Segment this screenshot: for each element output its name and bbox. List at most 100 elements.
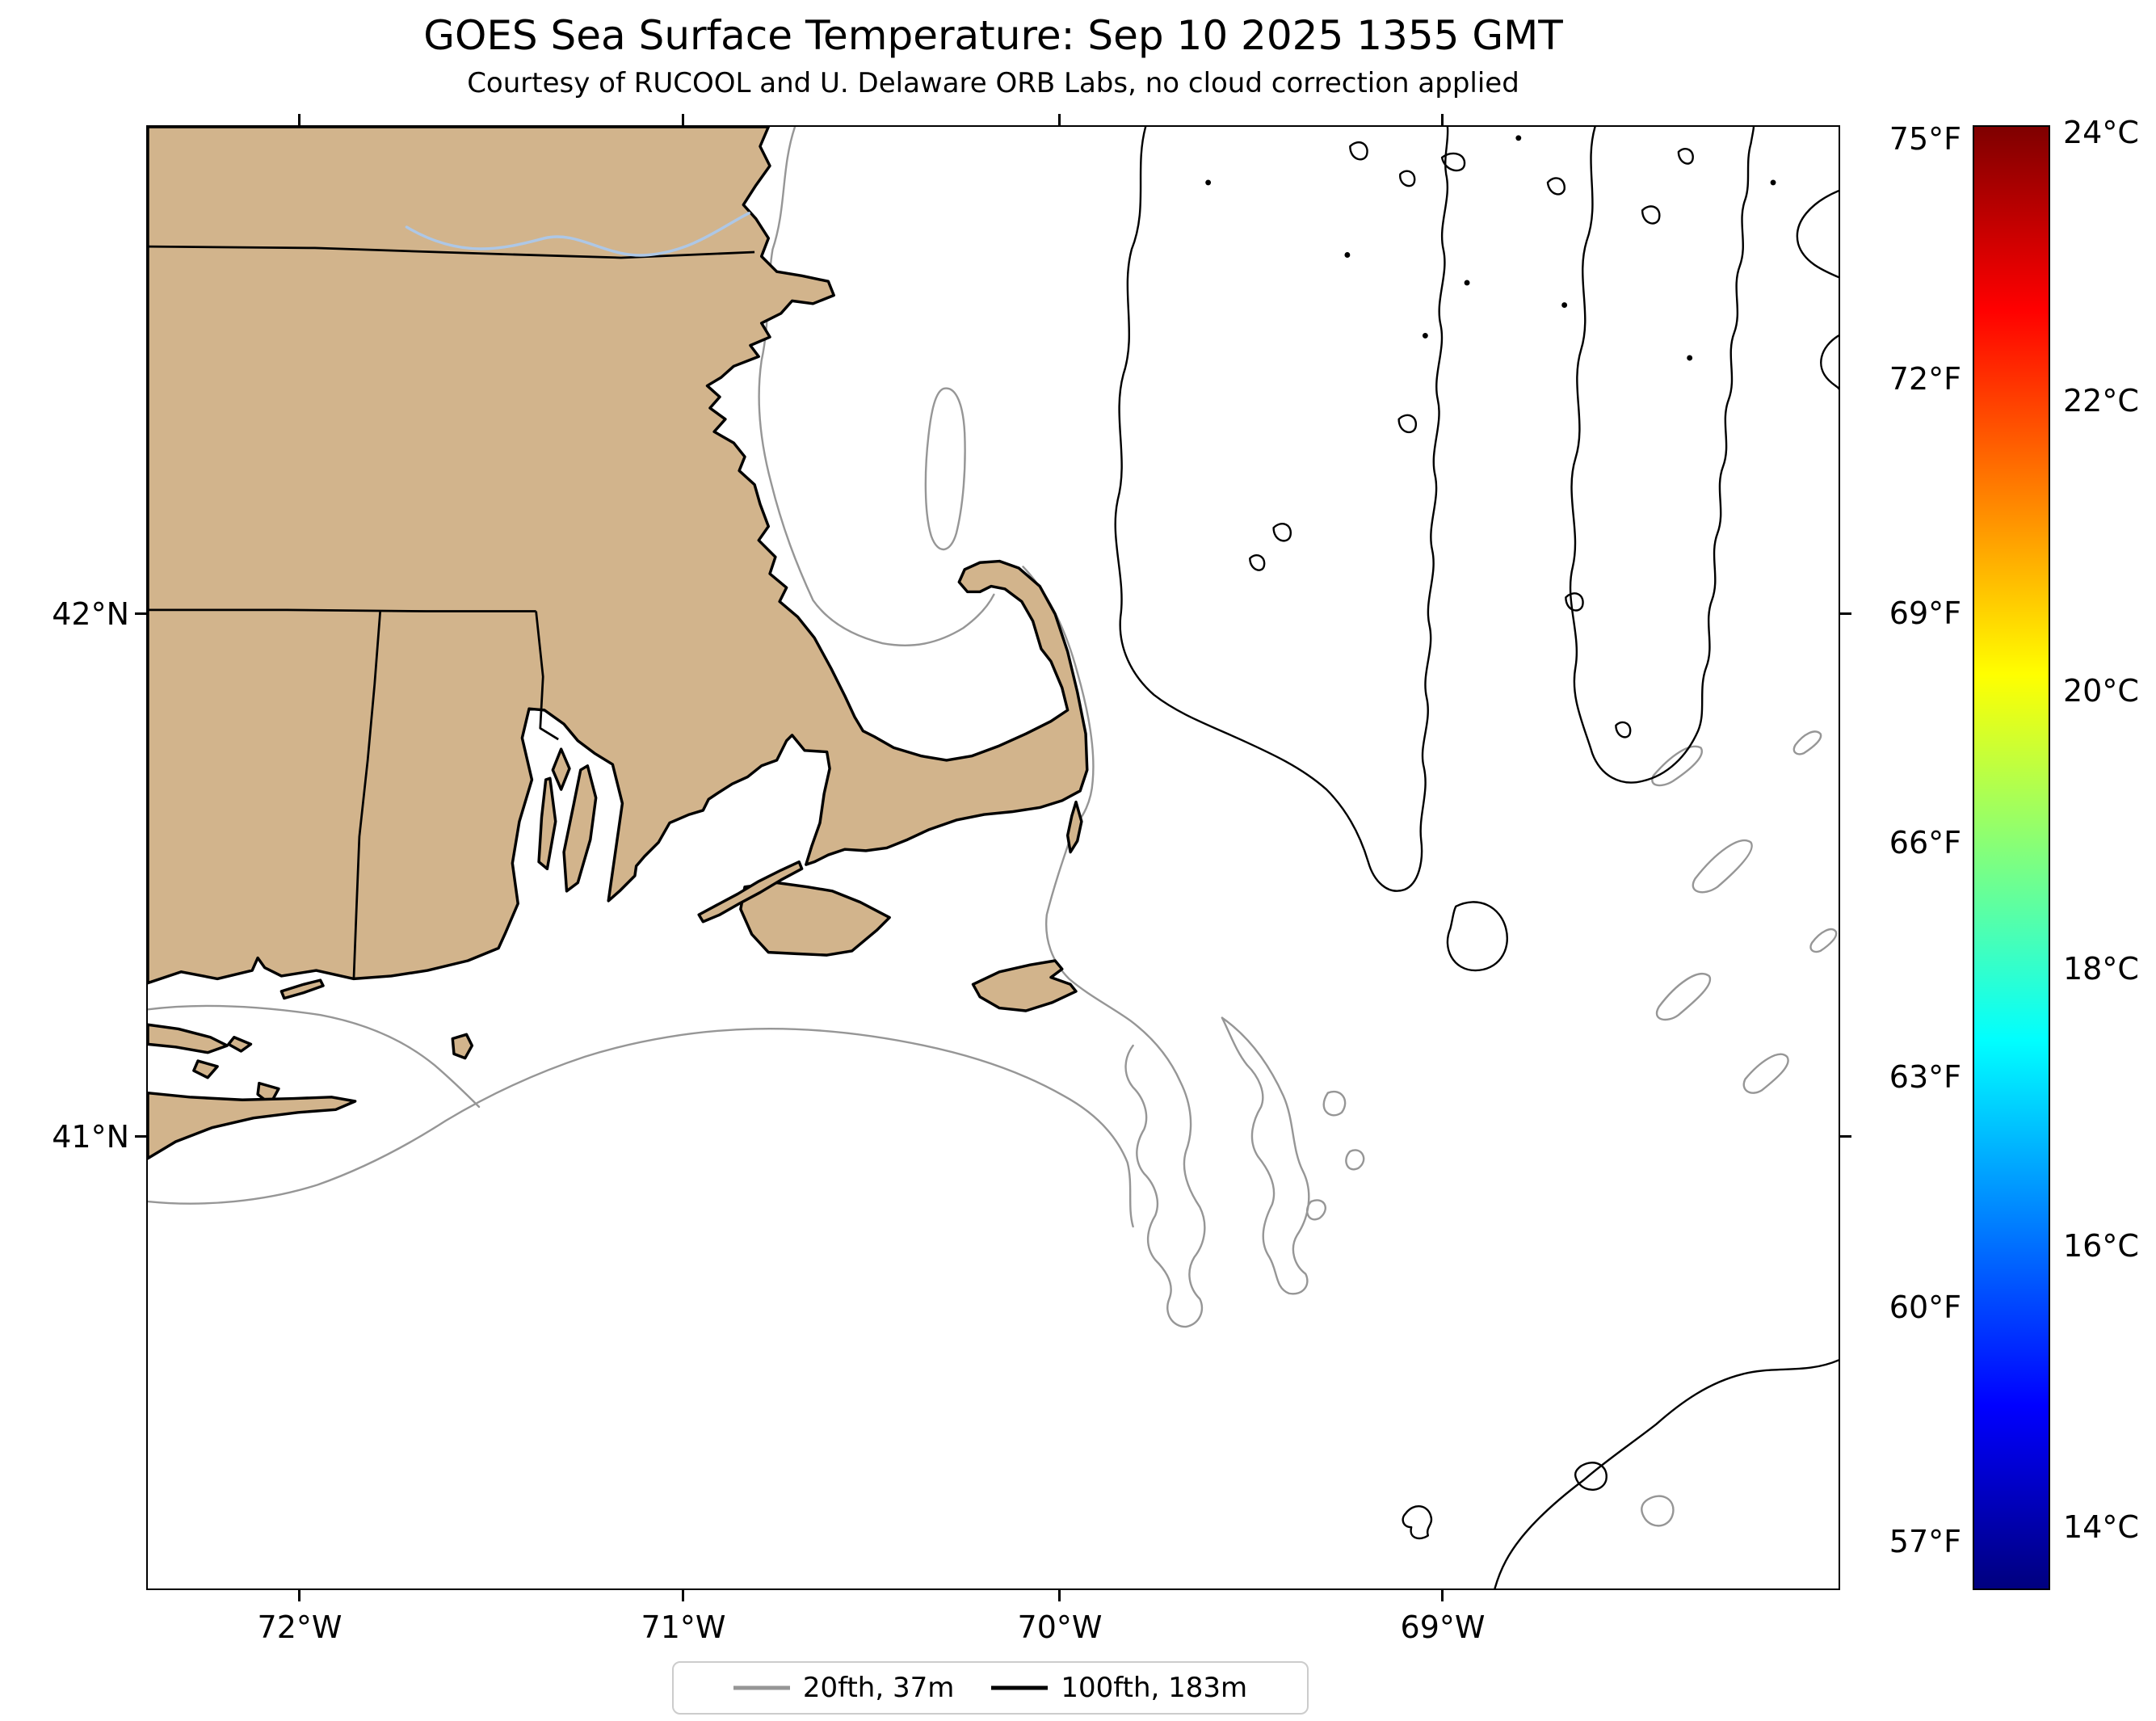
contour-islet xyxy=(1615,721,1632,738)
y-tick-label-41n: 41°N xyxy=(52,1119,129,1155)
contour-speck xyxy=(1464,280,1470,286)
contour-islet xyxy=(1397,414,1418,434)
y-axis-tick xyxy=(135,612,146,615)
bathymetry-20fth xyxy=(148,127,1838,1527)
colorbar-label-66f: 66°F xyxy=(1889,825,1961,860)
border-ma-nh xyxy=(148,245,755,259)
contour-islet xyxy=(1272,523,1292,542)
contour-georges xyxy=(1656,973,1712,1021)
island-elizabeth-chain xyxy=(697,860,804,924)
long-island-north-fork xyxy=(148,1023,229,1054)
contour-massbay xyxy=(758,127,995,646)
y-axis-tick xyxy=(135,1135,146,1138)
contour-shoal-loop xyxy=(1345,1149,1365,1171)
x-tick-label-71w: 71°W xyxy=(641,1609,726,1645)
contour-speck xyxy=(1344,252,1351,258)
island-fishers xyxy=(279,978,325,1000)
contour-south-shore xyxy=(148,1027,1134,1228)
contour-eastern-basin xyxy=(1569,127,1755,784)
contour-se-spur xyxy=(1574,1462,1608,1491)
legend-item-100fth: 100fth, 183m xyxy=(991,1672,1247,1704)
x-tick-label-69w: 69°W xyxy=(1400,1609,1486,1645)
colorbar-label-72f: 72°F xyxy=(1889,361,1961,397)
contour-georges xyxy=(1809,928,1838,953)
contour-islet xyxy=(1546,177,1566,196)
contour-islet xyxy=(1677,148,1694,165)
contour-islet xyxy=(1399,170,1416,187)
contour-speck xyxy=(1561,302,1568,308)
land xyxy=(148,127,1089,1160)
contour-20fth-line-sample xyxy=(733,1685,790,1690)
contour-right-edge xyxy=(1796,190,1839,279)
legend-label-20fth: 20fth, 37m xyxy=(802,1672,955,1704)
island-marthas-vineyard xyxy=(739,881,891,957)
contour-speck xyxy=(1770,179,1776,186)
figure-subtitle: Courtesy of RUCOOL and U. Delaware ORB L… xyxy=(467,67,1519,99)
colorbar-label-16c: 16°C xyxy=(2063,1228,2139,1264)
contour-se-slope xyxy=(1494,1359,1839,1588)
state-borders xyxy=(148,245,755,979)
contour-outer-cape-shoals xyxy=(1022,566,1206,1328)
long-island-south-fork xyxy=(148,1091,357,1160)
colorbar-label-22c: 22°C xyxy=(2063,383,2139,419)
colorbar-label-69f: 69°F xyxy=(1889,595,1961,631)
y-tick-label-42n: 42°N xyxy=(52,596,129,632)
y-axis-tick xyxy=(1840,612,1851,615)
colorbar xyxy=(1973,125,2050,1590)
contour-speck xyxy=(1515,135,1522,141)
x-tick-label-70w: 70°W xyxy=(1017,1609,1103,1645)
merrimack-river xyxy=(405,212,750,257)
colorbar-label-63f: 63°F xyxy=(1889,1059,1961,1095)
island-aquidneck xyxy=(562,764,598,893)
contour-sw-loop xyxy=(1641,1495,1675,1527)
colorbar-label-20c: 20°C xyxy=(2063,673,2139,709)
x-axis-tick xyxy=(298,1590,300,1601)
island-prudence xyxy=(551,747,571,791)
contour-nantucket-shoals-east xyxy=(1221,1016,1310,1295)
contour-speck xyxy=(1205,179,1212,186)
contour-speck xyxy=(1422,332,1428,339)
legend: 20fth, 37m 100fth, 183m xyxy=(672,1661,1309,1715)
contour-se-islet xyxy=(1402,1505,1433,1540)
x-axis-tick xyxy=(1441,1590,1444,1601)
contour-islet xyxy=(1641,205,1661,225)
x-axis-tick xyxy=(1058,1590,1061,1601)
contour-islet xyxy=(1349,141,1368,161)
contour-georges xyxy=(1792,730,1822,755)
colorbar-label-60f: 60°F xyxy=(1889,1290,1961,1325)
border-ri-ma-east xyxy=(535,611,559,741)
contour-wilkinson-basin xyxy=(1114,127,1449,892)
contour-islet xyxy=(1249,554,1266,571)
contour-right-edge xyxy=(1820,335,1839,390)
x-axis-tick xyxy=(682,114,684,125)
map-panel xyxy=(146,125,1840,1590)
bathymetry-100fth xyxy=(1114,127,1839,1588)
island-block xyxy=(451,1033,474,1060)
border-ct-ri xyxy=(352,611,382,979)
coastline-mainland xyxy=(148,127,1089,985)
island-conanicut xyxy=(537,776,557,871)
colorbar-label-75f: 75°F xyxy=(1889,121,1961,157)
colorbar-label-18c: 18°C xyxy=(2063,951,2139,987)
colorbar-label-24c: 24°C xyxy=(2063,115,2139,150)
x-tick-label-72w: 72°W xyxy=(257,1609,343,1645)
x-axis-tick xyxy=(682,1590,684,1601)
border-ma-ct-ri xyxy=(148,608,536,612)
legend-label-100fth: 100fth, 183m xyxy=(1061,1672,1248,1704)
figure-title: GOES Sea Surface Temperature: Sep 10 202… xyxy=(423,12,1563,59)
x-axis-tick xyxy=(1058,114,1061,125)
contour-shoal-loop xyxy=(1322,1090,1347,1117)
x-axis-tick xyxy=(1441,114,1444,125)
contour-georges xyxy=(1651,745,1703,787)
contour-speck xyxy=(1687,355,1693,361)
island-shelter xyxy=(192,1059,219,1079)
contour-stellwagen xyxy=(924,387,966,551)
map-svg xyxy=(148,127,1839,1588)
legend-item-20fth: 20fth, 37m xyxy=(733,1672,955,1704)
island-monomoy xyxy=(1065,800,1083,854)
colorbar-label-14c: 14°C xyxy=(2063,1509,2139,1545)
contour-georges xyxy=(1742,1053,1789,1094)
contour-ct-nearshore xyxy=(148,1004,481,1109)
contour-100fth-line-sample xyxy=(991,1685,1049,1690)
